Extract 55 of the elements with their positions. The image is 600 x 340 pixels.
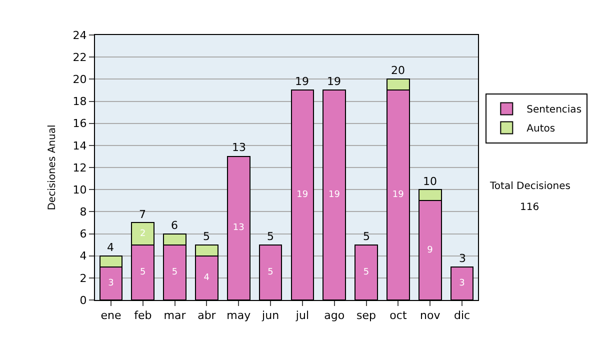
total-label: 19 <box>295 75 309 88</box>
y-tick-label: 12 <box>72 161 87 174</box>
x-tick-label: mar <box>164 309 186 322</box>
total-label: 5 <box>203 230 210 243</box>
x-tick-label: jun <box>261 309 280 322</box>
total-label: 5 <box>363 230 370 243</box>
y-tick-label: 14 <box>72 139 87 152</box>
legend-label: Sentencias <box>526 104 582 116</box>
y-tick-label: 0 <box>80 294 87 307</box>
y-tick-label: 6 <box>80 228 87 241</box>
data-label: 4 <box>204 272 210 283</box>
x-tick-label: feb <box>134 309 152 322</box>
data-label: 3 <box>108 278 114 288</box>
data-label: 2 <box>140 228 146 239</box>
data-label: 5 <box>363 267 370 278</box>
x-tick-label: dic <box>454 309 470 322</box>
data-label: 5 <box>268 267 274 278</box>
x-tick-label: oct <box>390 309 408 322</box>
total-label: 10 <box>423 175 437 188</box>
legend-label: Autos <box>526 124 556 135</box>
x-tick-label: may <box>226 309 252 322</box>
total-label: 19 <box>327 75 341 88</box>
total-label: 20 <box>391 64 405 77</box>
x-tick-label: ago <box>324 309 345 322</box>
x-tick-label: abr <box>198 309 216 322</box>
total-label: 5 <box>267 230 274 243</box>
data-label: 19 <box>328 190 340 200</box>
text: 116 <box>520 202 540 213</box>
x-tick-label: jul <box>294 309 310 322</box>
y-tick-label: 10 <box>72 183 87 196</box>
text: Total Decisiones <box>489 181 570 192</box>
x-tick-label: ene <box>100 309 122 322</box>
x-tick-label: nov <box>420 309 441 322</box>
data-label: 19 <box>392 190 404 200</box>
data-label: 19 <box>296 190 308 200</box>
total-label: 7 <box>139 208 146 221</box>
total-label: 6 <box>171 219 178 232</box>
y-tick-label: 2 <box>80 272 87 285</box>
y-tick-label: 22 <box>72 50 87 64</box>
y-tick-label: 16 <box>72 117 87 130</box>
y-tick-label: 4 <box>80 250 87 263</box>
total-label: 13 <box>232 141 246 154</box>
data-label: 3 <box>459 278 465 288</box>
y-axis-title: Decisiones Anual <box>46 124 58 210</box>
data-label: 5 <box>140 267 146 278</box>
data-label: 5 <box>172 267 178 278</box>
y-tick-label: 18 <box>72 95 87 108</box>
total-label: 3 <box>459 252 466 265</box>
total-label: 4 <box>107 241 114 254</box>
x-tick-label: sep <box>356 309 376 322</box>
data-label: 9 <box>427 245 434 256</box>
y-tick-label: 8 <box>80 206 87 219</box>
data-label: 13 <box>232 223 244 234</box>
y-tick-label: 20 <box>72 73 87 86</box>
y-tick-label: 24 <box>72 28 87 42</box>
